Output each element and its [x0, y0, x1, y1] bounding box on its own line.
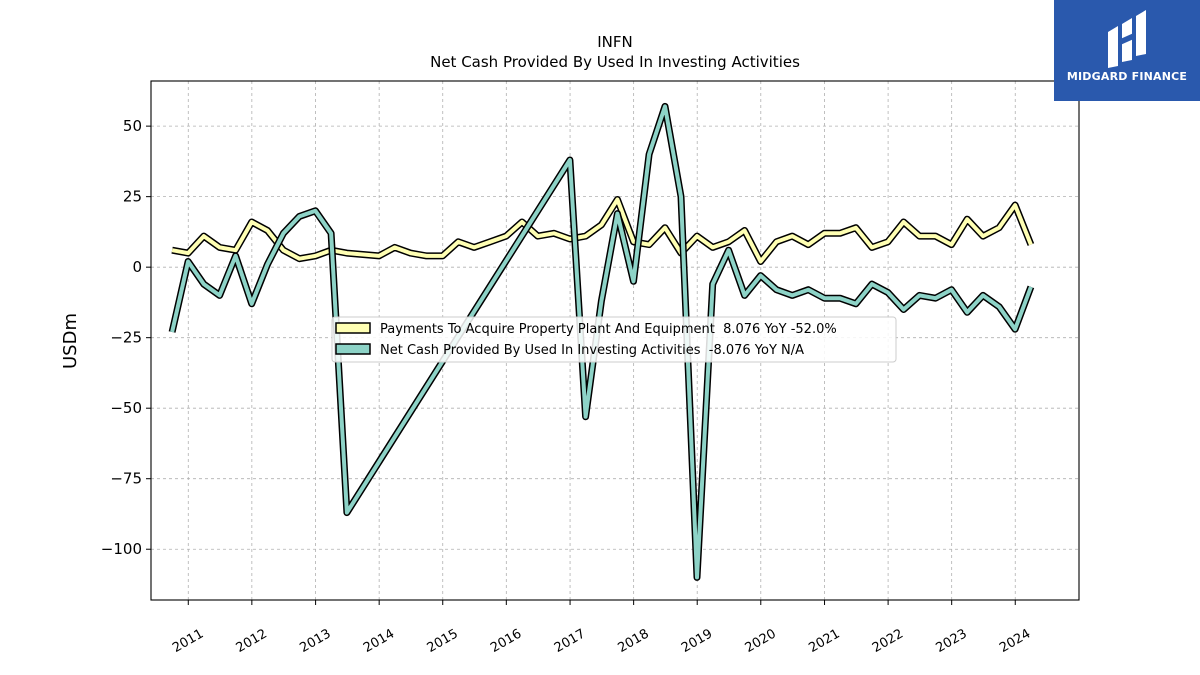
- x-tick-label: 2024: [997, 626, 1033, 656]
- chart-subtitle: Net Cash Provided By Used In Investing A…: [430, 53, 800, 71]
- series-stroke: [171, 197, 1033, 264]
- x-tick-label: 2012: [234, 626, 270, 656]
- brand-logo: MIDGARD FINANCE: [1054, 0, 1200, 101]
- series-lines: [168, 102, 1035, 581]
- y-tick-label: −75: [110, 470, 142, 488]
- y-axis: 50 25 0 −25 −50 −75 −100: [101, 117, 151, 558]
- y-axis-label: USDm: [60, 313, 81, 369]
- series-outline: [171, 196, 1035, 265]
- plot-frame: [150, 80, 1080, 601]
- legend-swatch-ppe: [335, 322, 371, 334]
- series-0-line: [171, 196, 1035, 265]
- y-tick-label: −25: [110, 329, 142, 347]
- x-tick-label: 2021: [806, 626, 842, 656]
- x-tick-label: 2023: [934, 626, 970, 656]
- x-tick-label: 2016: [488, 626, 524, 656]
- x-tick-label: 2011: [170, 626, 206, 656]
- x-axis: 2011 2012 2013 2014 2015 2016 2017 2018 2019 2020…: [170, 600, 1033, 656]
- brand-mark-icon: [1108, 10, 1146, 68]
- legend-label-net-cash: Net Cash Provided By Used In Investing A…: [380, 343, 804, 358]
- x-tick-label: 2020: [743, 626, 779, 656]
- series-1-line: [168, 102, 1035, 581]
- x-tick-label: 2022: [870, 626, 906, 656]
- y-tick-label: −50: [110, 399, 142, 417]
- x-tick-label: 2014: [361, 626, 397, 656]
- y-tick-label: 0: [132, 258, 142, 276]
- x-tick-label: 2018: [615, 626, 651, 656]
- x-tick-label: 2013: [297, 626, 333, 656]
- x-tick-label: 2015: [425, 626, 461, 656]
- y-tick-label: −100: [101, 540, 142, 558]
- legend-swatch-net-cash: [335, 343, 371, 355]
- series-stroke: [170, 104, 1033, 580]
- x-tick-label: 2019: [679, 626, 715, 656]
- brand-name: MIDGARD FINANCE: [1066, 70, 1188, 83]
- legend-label-ppe: Payments To Acquire Property Plant And E…: [380, 322, 837, 337]
- x-tick-label: 2017: [552, 626, 588, 656]
- legend-frame: [331, 316, 897, 363]
- y-tick-label: 50: [123, 117, 142, 135]
- legend: Payments To Acquire Property Plant And E…: [331, 316, 897, 363]
- y-tick-label: 25: [123, 188, 142, 206]
- chart-title: INFN: [597, 33, 633, 51]
